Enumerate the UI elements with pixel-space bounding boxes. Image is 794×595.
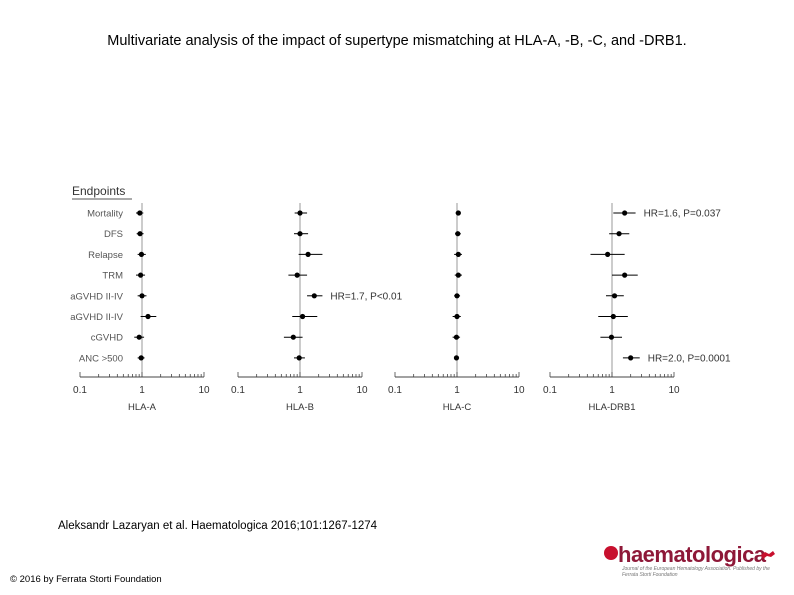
hr-point — [453, 334, 460, 340]
forest-plot: Endpoints Mortality DFS Relapse TRM aGVHD II-… — [70, 184, 731, 413]
hr-point — [311, 293, 317, 299]
hr-point — [453, 355, 460, 361]
hr-point — [455, 231, 461, 237]
hr-annotation: HR=1.6, P=0.037 — [644, 209, 722, 220]
hr-annotation: HR=2.0, P=0.0001 — [648, 353, 731, 364]
endpoint-label: aGVHD II-IV — [70, 291, 123, 302]
hr-point — [297, 231, 303, 237]
x-tick-label: 1 — [139, 385, 145, 396]
x-tick-label: 0.1 — [543, 385, 557, 396]
endpoint-label: Mortality — [87, 209, 123, 220]
haematologica-logo: haematologica Journal of the European He… — [604, 542, 784, 580]
hr-point — [137, 210, 143, 216]
endpoint-label: aGVHD II-IV — [70, 312, 123, 323]
hr-point — [294, 272, 300, 278]
hr-annotation: HR=1.7, P<0.01 — [330, 291, 402, 302]
x-tick-label: 10 — [356, 385, 368, 396]
hr-point — [137, 231, 143, 237]
hr-point — [455, 272, 461, 278]
endpoint-label: cGVHD — [91, 333, 123, 344]
x-tick-label: 10 — [198, 385, 210, 396]
x-tick-label: 1 — [454, 385, 460, 396]
hr-point — [296, 355, 302, 361]
copyright-notice: © 2016 by Ferrata Storti Foundation — [10, 574, 162, 585]
x-tick-label: 10 — [668, 385, 680, 396]
citation: Aleksandr Lazaryan et al. Haematologica … — [58, 520, 378, 532]
hr-point — [139, 293, 145, 299]
endpoint-label: ANC >500 — [79, 353, 123, 364]
endpoint-label: TRM — [102, 271, 123, 282]
panel-axis-label: HLA-C — [443, 402, 472, 413]
logo-subtitle: Journal of the European Hematology Assoc… — [622, 566, 770, 578]
hr-point — [305, 251, 311, 257]
hr-point — [622, 272, 628, 278]
hr-point — [616, 231, 622, 237]
hr-point — [455, 251, 461, 257]
hr-point — [136, 334, 142, 340]
endpoint-label: Relapse — [88, 250, 123, 261]
x-tick-label: 1 — [297, 385, 303, 396]
hr-point — [622, 210, 628, 216]
hr-point — [455, 210, 461, 216]
hr-point — [454, 293, 460, 299]
slide-title: Multivariate analysis of the impact of s… — [107, 33, 687, 49]
hr-point — [290, 334, 296, 340]
hr-point — [145, 313, 151, 320]
hr-point — [138, 355, 144, 361]
x-tick-label: 10 — [513, 385, 525, 396]
hr-point — [297, 210, 303, 216]
panel-axis-label: HLA-DRB1 — [589, 402, 636, 413]
logo-text: haematologica — [618, 542, 766, 567]
hr-point — [138, 272, 144, 278]
panel-axis-label: HLA-A — [128, 402, 157, 413]
hr-point — [138, 251, 145, 257]
hr-point — [454, 313, 460, 320]
x-tick-label: 0.1 — [388, 385, 402, 396]
eha-flag-icon — [761, 551, 775, 559]
panel-axis-label: HLA-B — [286, 402, 314, 413]
x-tick-label: 1 — [609, 385, 615, 396]
hr-point — [611, 293, 618, 299]
hr-point — [610, 313, 616, 320]
x-tick-label: 0.1 — [73, 385, 87, 396]
hr-point — [605, 251, 611, 257]
hr-point — [608, 334, 615, 340]
endpoints-header: Endpoints — [72, 184, 125, 198]
hr-point — [628, 355, 634, 361]
endpoint-label: DFS — [104, 229, 123, 240]
logo-mark-icon — [604, 546, 618, 560]
hr-point — [299, 313, 306, 320]
x-tick-label: 0.1 — [231, 385, 245, 396]
